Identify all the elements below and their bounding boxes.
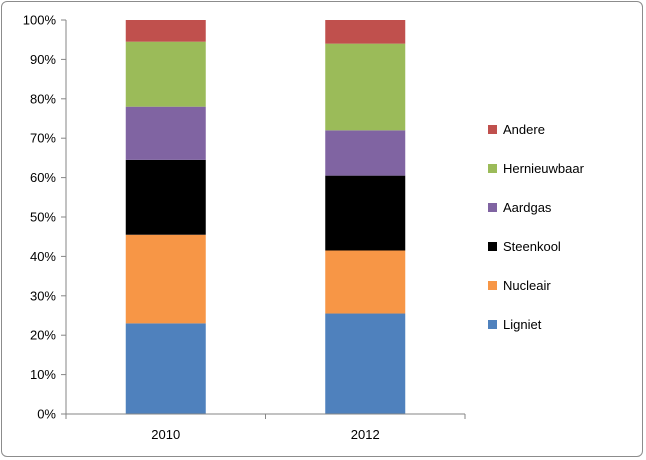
bar-segment-ligniet-2010 (125, 323, 206, 414)
bar-segment-andere-2012 (325, 20, 406, 44)
legend-label-andere: Andere (503, 122, 545, 137)
y-tick-label: 90% (30, 52, 56, 67)
legend-swatch-aardgas (488, 203, 497, 212)
bar-segment-ligniet-2012 (325, 313, 406, 414)
legend-label-nucleair: Nucleair (503, 278, 551, 293)
bar-segment-steenkool-2012 (325, 175, 406, 251)
legend-label-hernieuwbaar: Hernieuwbaar (503, 161, 585, 176)
bar-segment-aardgas-2010 (125, 106, 206, 160)
legend-label-aardgas: Aardgas (503, 200, 552, 215)
y-tick-label: 20% (30, 328, 56, 343)
axes: 0% 10% 20% 30% 40% 50% 60% 70% 80% 90% 100% 2010 201… (23, 13, 466, 442)
legend: Andere Hernieuwbaar Aardgas Steenkool Nuclea… (488, 122, 585, 332)
bar-segment-andere-2010 (125, 20, 206, 42)
legend-label-ligniet: Ligniet (503, 317, 542, 332)
bar-segment-nucleair-2012 (325, 250, 406, 314)
x-tick-label: 2012 (351, 427, 380, 442)
y-tick-label: 30% (30, 288, 56, 303)
legend-swatch-andere (488, 125, 497, 134)
y-tick-label: 40% (30, 249, 56, 264)
y-tick-label: 10% (30, 367, 56, 382)
bar-segment-hernieuwbaar-2012 (325, 43, 406, 131)
y-tick-label: 50% (30, 210, 56, 225)
plot-area (125, 20, 406, 414)
y-tick-label: 0% (37, 407, 56, 422)
legend-swatch-nucleair (488, 281, 497, 290)
legend-swatch-ligniet (488, 320, 497, 329)
y-tick-label: 70% (30, 131, 56, 146)
bar-segment-nucleair-2010 (125, 234, 206, 324)
x-tick-label: 2010 (151, 427, 180, 442)
bar-segment-hernieuwbaar-2010 (125, 41, 206, 107)
y-tick-label: 60% (30, 170, 56, 185)
y-tick-label: 80% (30, 91, 56, 106)
legend-swatch-hernieuwbaar (488, 164, 497, 173)
legend-label-steenkool: Steenkool (503, 239, 561, 254)
bar-segment-aardgas-2012 (325, 130, 406, 176)
legend-swatch-steenkool (488, 242, 497, 251)
y-tick-label: 100% (23, 13, 57, 28)
bar-segment-steenkool-2010 (125, 159, 206, 235)
